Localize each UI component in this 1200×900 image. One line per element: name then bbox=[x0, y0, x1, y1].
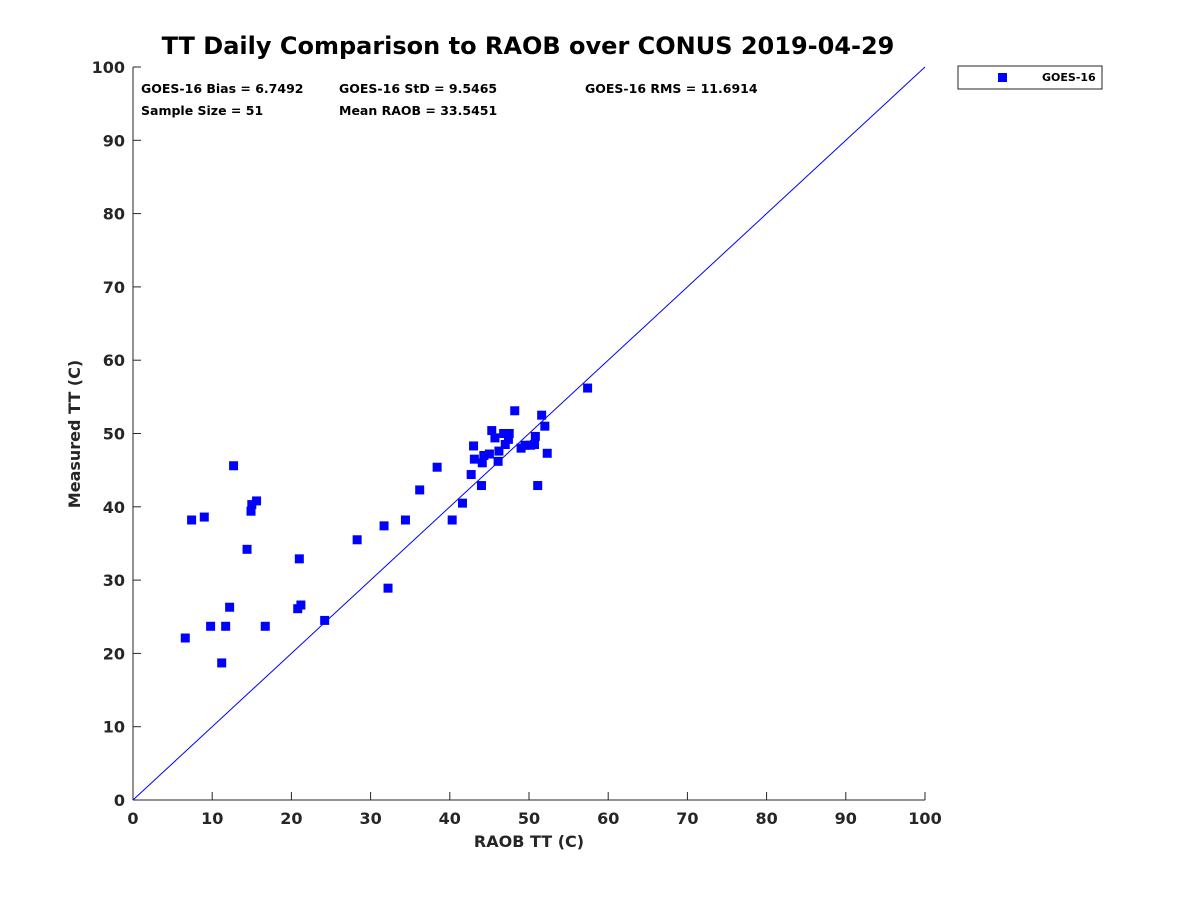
data-point-square bbox=[180, 633, 190, 643]
x-axis-label: RAOB TT (C) bbox=[474, 832, 584, 851]
data-point-square bbox=[252, 496, 262, 506]
data-point-square bbox=[494, 446, 504, 456]
data-point-square bbox=[260, 621, 270, 631]
y-tick-label: 70 bbox=[103, 278, 125, 297]
data-point-square bbox=[499, 429, 509, 438]
data-point-square bbox=[510, 406, 520, 416]
x-tick-label: 10 bbox=[201, 809, 223, 828]
y-tick-label: 40 bbox=[103, 498, 125, 517]
y-tick-label: 90 bbox=[103, 131, 125, 150]
data-point-square bbox=[247, 500, 257, 510]
data-point-square bbox=[542, 448, 552, 458]
data-point-square bbox=[477, 458, 487, 468]
data-point-square bbox=[583, 383, 593, 393]
data-point-square bbox=[476, 481, 486, 491]
y-tick-label: 60 bbox=[103, 351, 125, 370]
data-point-square bbox=[206, 621, 216, 631]
data-point-square bbox=[320, 615, 330, 625]
data-point-square bbox=[217, 658, 227, 668]
plot-area: 0 10 20 30 40 50 60 70 80 90 100 0 10 20 30 40 50 60 70 80 9… bbox=[92, 58, 942, 828]
data-point-square bbox=[469, 441, 479, 451]
y-tick-label: 80 bbox=[103, 205, 125, 224]
legend: GOES-16 bbox=[957, 65, 1103, 90]
x-tick-label: 60 bbox=[597, 809, 619, 828]
x-tick-label: 80 bbox=[755, 809, 777, 828]
data-point-square bbox=[229, 461, 239, 471]
data-point-square bbox=[294, 554, 304, 564]
data-point-square bbox=[400, 515, 410, 525]
data-point-square bbox=[379, 521, 389, 531]
x-tick-label: 40 bbox=[439, 809, 461, 828]
stat-std: GOES-16 StD = 9.5465 bbox=[339, 81, 497, 96]
data-point-square bbox=[187, 515, 197, 525]
x-tick-label: 30 bbox=[359, 809, 381, 828]
data-point-square bbox=[493, 456, 503, 466]
statistics-block: GOES-16 Bias = 6.7492 GOES-16 StD = 9.54… bbox=[141, 81, 758, 118]
data-point-square bbox=[383, 583, 393, 593]
data-point-square bbox=[479, 450, 489, 460]
legend-box bbox=[957, 65, 1103, 90]
x-tick-label: 90 bbox=[835, 809, 857, 828]
data-point-square bbox=[516, 443, 526, 453]
data-point-square bbox=[530, 439, 540, 449]
y-tick-label: 100 bbox=[92, 58, 125, 77]
data-point-square bbox=[537, 410, 547, 420]
data-point-square bbox=[246, 506, 256, 516]
legend-marker-square bbox=[998, 73, 1007, 82]
data-points bbox=[180, 383, 593, 668]
one-to-one-reference-line bbox=[132, 66, 926, 801]
stat-rms: GOES-16 RMS = 11.6914 bbox=[585, 81, 758, 96]
data-point-square bbox=[432, 462, 442, 472]
data-point-square bbox=[296, 600, 306, 610]
y-tick-label: 30 bbox=[103, 571, 125, 590]
data-point-square bbox=[469, 454, 479, 464]
data-point-square bbox=[242, 544, 252, 554]
data-point-square bbox=[490, 433, 500, 443]
data-point-square bbox=[447, 515, 457, 525]
chart-title: TT Daily Comparison to RAOB over CONUS 2… bbox=[162, 32, 895, 60]
data-point-square bbox=[540, 421, 550, 431]
data-point-square bbox=[484, 449, 494, 459]
legend-entry-goes16: GOES-16 bbox=[1042, 71, 1096, 84]
data-point-square bbox=[199, 512, 209, 522]
data-point-square bbox=[533, 481, 543, 491]
data-point-square bbox=[221, 621, 231, 631]
y-tick-label: 50 bbox=[103, 425, 125, 444]
x-tick-label: 100 bbox=[908, 809, 941, 828]
stat-mean-raob: Mean RAOB = 33.5451 bbox=[339, 103, 497, 118]
data-point-square bbox=[352, 535, 362, 545]
x-tick-label: 20 bbox=[280, 809, 302, 828]
axis-ticks: 0 10 20 30 40 50 60 70 80 90 100 0 10 20 30 40 50 60 70 80 9… bbox=[92, 58, 942, 828]
y-tick-label: 20 bbox=[103, 644, 125, 663]
stat-bias: GOES-16 Bias = 6.7492 bbox=[141, 81, 303, 96]
y-axis-label: Measured TT (C) bbox=[65, 360, 84, 508]
data-point-square bbox=[415, 485, 425, 495]
y-tick-label: 10 bbox=[103, 718, 125, 737]
data-point-square bbox=[503, 434, 513, 444]
data-point-square bbox=[225, 602, 235, 612]
y-tick-label: 0 bbox=[114, 791, 125, 810]
data-point-square bbox=[530, 431, 540, 441]
x-tick-label: 50 bbox=[518, 809, 540, 828]
data-point-square bbox=[466, 470, 476, 480]
x-tick-label: 70 bbox=[676, 809, 698, 828]
x-tick-label: 0 bbox=[127, 809, 138, 828]
stat-sample-size: Sample Size = 51 bbox=[141, 103, 263, 118]
data-point-square bbox=[487, 426, 497, 436]
data-point-square bbox=[504, 429, 514, 438]
data-point-square bbox=[500, 439, 510, 449]
data-point-square bbox=[457, 498, 467, 508]
